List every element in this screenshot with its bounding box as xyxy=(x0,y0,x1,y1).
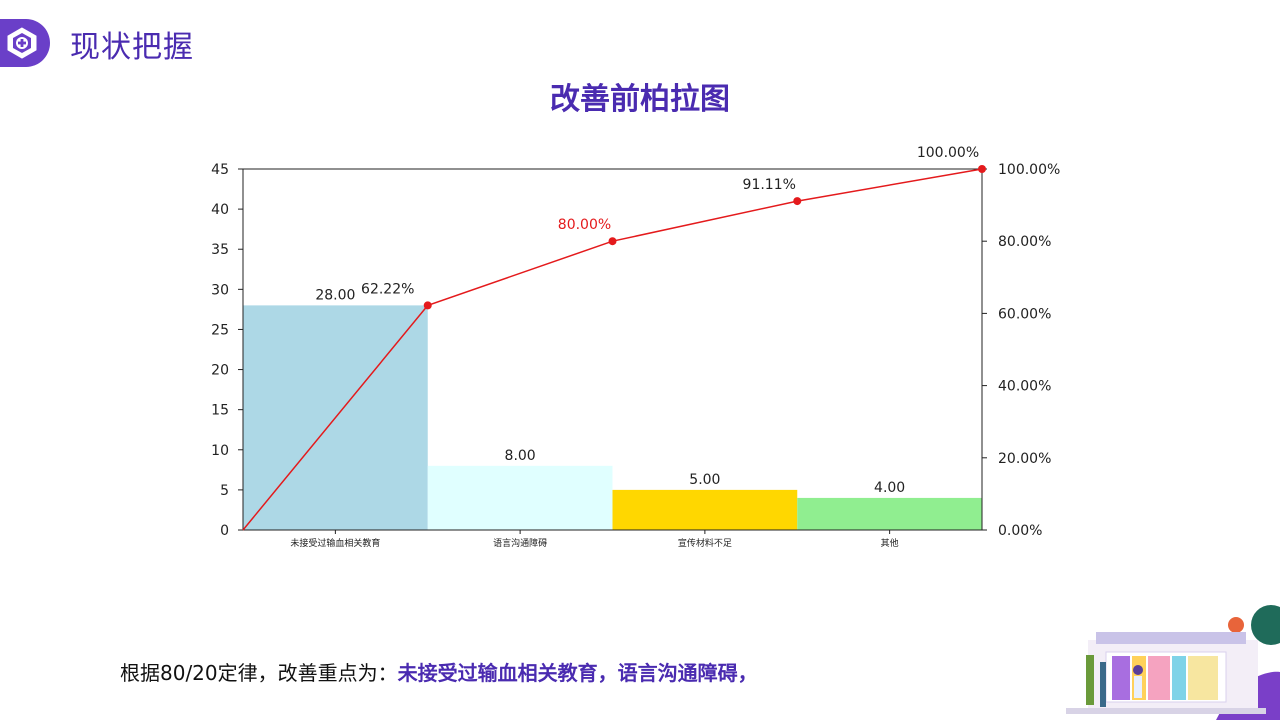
cumulative-label: 91.11% xyxy=(743,177,796,193)
bar xyxy=(612,489,798,530)
y-tick-label: 45 xyxy=(211,162,229,178)
cumulative-point xyxy=(608,237,617,246)
y-tick-label: 15 xyxy=(211,403,229,419)
bar-value-label: 5.00 xyxy=(689,472,720,488)
building-illustration xyxy=(1066,605,1280,720)
bar xyxy=(427,465,613,530)
y-tick-label: 5 xyxy=(220,483,229,499)
hexagon-plus-icon xyxy=(7,27,37,59)
bar-value-label: 8.00 xyxy=(505,448,536,464)
y-tick-label: 30 xyxy=(211,282,229,298)
y-tick-label: 10 xyxy=(211,443,229,459)
chart-title: 改善前柏拉图 xyxy=(550,82,730,117)
cumulative-label: 100.00% xyxy=(917,145,979,161)
conclusion-text: 根据80/20定律，改善重点为：未接受过输血相关教育，语言沟通障碍， xyxy=(120,657,758,686)
y2-tick-label: 80.00% xyxy=(998,234,1051,250)
y2-tick-label: 60.00% xyxy=(998,306,1051,322)
y2-tick-label: 20.00% xyxy=(998,451,1051,467)
y-tick-label: 25 xyxy=(211,322,229,338)
y-tick-label: 20 xyxy=(211,363,229,379)
y2-tick-label: 40.00% xyxy=(998,379,1051,395)
y-tick-label: 35 xyxy=(211,242,229,258)
x-tick-label: 其他 xyxy=(881,537,899,549)
y-tick-label: 40 xyxy=(211,202,229,218)
cumulative-point xyxy=(793,197,802,206)
bar xyxy=(797,497,982,530)
x-tick-label: 宣传材料不足 xyxy=(678,537,732,549)
bar-value-label: 4.00 xyxy=(874,480,905,496)
conclusion-prefix: 根据80/20定律，改善重点为： xyxy=(120,661,398,685)
pareto-chart: 28.00 未接受过输血相关教育 8.00 语言沟通障碍 5.00 宣传材料不足 4.00 其… xyxy=(211,145,1060,549)
y2-tick-label: 100.00% xyxy=(998,162,1060,178)
cumulative-point xyxy=(423,301,432,310)
x-tick-label: 语言沟通障碍 xyxy=(493,537,547,549)
cumulative-label: 80.00% xyxy=(558,217,611,233)
y2-tick-label: 0.00% xyxy=(998,523,1042,539)
cumulative-label: 62.22% xyxy=(361,281,414,297)
conclusion-highlight: 未接受过输血相关教育，语言沟通障碍， xyxy=(397,661,758,685)
x-tick-label: 未接受过输血相关教育 xyxy=(290,537,380,549)
bar-value-label: 28.00 xyxy=(315,287,355,303)
y-tick-label: 0 xyxy=(220,523,229,539)
section-title: 现状把握 xyxy=(70,30,194,65)
cumulative-point xyxy=(978,165,986,173)
